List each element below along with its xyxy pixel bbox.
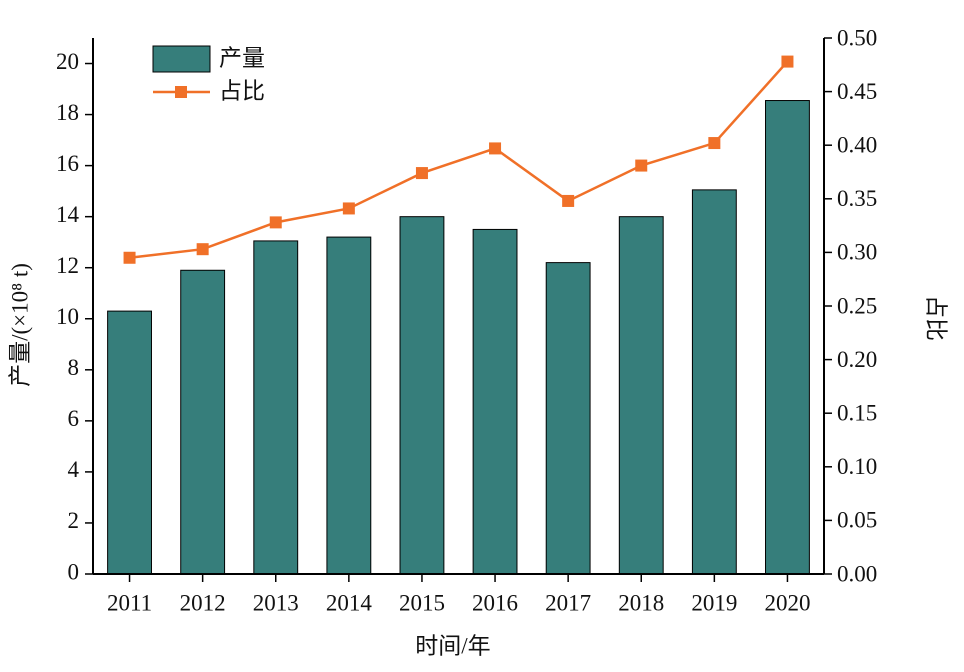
x-tick-label: 2011 [107,590,152,615]
y2-tick-label: 0.45 [837,79,877,104]
bar [691,189,737,575]
marker [269,216,282,229]
y-tick-label: 8 [68,355,80,380]
marker [123,251,136,264]
y-tick-label: 0 [68,559,80,584]
bar [399,216,445,575]
legend-label: 产量 [219,45,265,70]
x-axis-label: 时间/年 [415,633,490,658]
y-tick-label: 16 [56,151,79,176]
x-tick-label: 2017 [545,590,591,615]
y-tick-label: 20 [56,49,79,74]
y2-tick-label: 0.25 [837,293,877,318]
x-tick-label: 2020 [764,590,810,615]
x-tick-label: 2019 [691,590,737,615]
x-tick-label: 2018 [618,590,664,615]
x-tick-label: 2015 [399,590,445,615]
marker [196,243,209,256]
bar [545,262,591,575]
marker [635,159,648,172]
marker [489,142,502,155]
y-tick-label: 14 [56,202,80,227]
y-tick-label: 12 [56,253,79,278]
legend-swatch [175,86,187,98]
marker [342,202,355,215]
y2-tick-label: 0.40 [837,132,877,157]
y2-axis-label: 占比 [924,295,949,341]
bar [107,310,152,575]
marker [708,137,721,150]
marker [562,194,575,207]
y2-tick-label: 0.00 [837,561,877,586]
y2-tick-label: 0.20 [837,347,877,372]
marker [781,55,794,68]
y-tick-label: 4 [68,457,80,482]
bar [180,269,226,575]
bar [472,228,518,575]
x-tick-label: 2013 [253,590,299,615]
y-axis-label: 产量/(×10⁸ t) [7,263,32,387]
bar [765,100,810,575]
x-tick-label: 2016 [472,590,518,615]
x-tick-label: 2012 [180,590,226,615]
y-tick-label: 6 [68,406,80,431]
legend-swatch [152,45,211,73]
y-tick-label: 18 [56,100,79,125]
y2-tick-label: 0.15 [837,400,877,425]
line [129,60,789,260]
y2-tick-label: 0.10 [837,454,877,479]
y2-tick-label: 0.30 [837,240,877,265]
y2-tick-label: 0.50 [837,25,877,50]
legend-label: 占比 [219,78,265,103]
bar [253,240,299,575]
marker [415,167,428,180]
bar [326,236,372,575]
y2-tick-label: 0.35 [837,186,877,211]
y2-tick-label: 0.05 [837,508,877,533]
bar [618,216,664,575]
y-tick-label: 10 [56,304,79,329]
y-tick-label: 2 [68,508,80,533]
x-tick-label: 2014 [326,590,373,615]
